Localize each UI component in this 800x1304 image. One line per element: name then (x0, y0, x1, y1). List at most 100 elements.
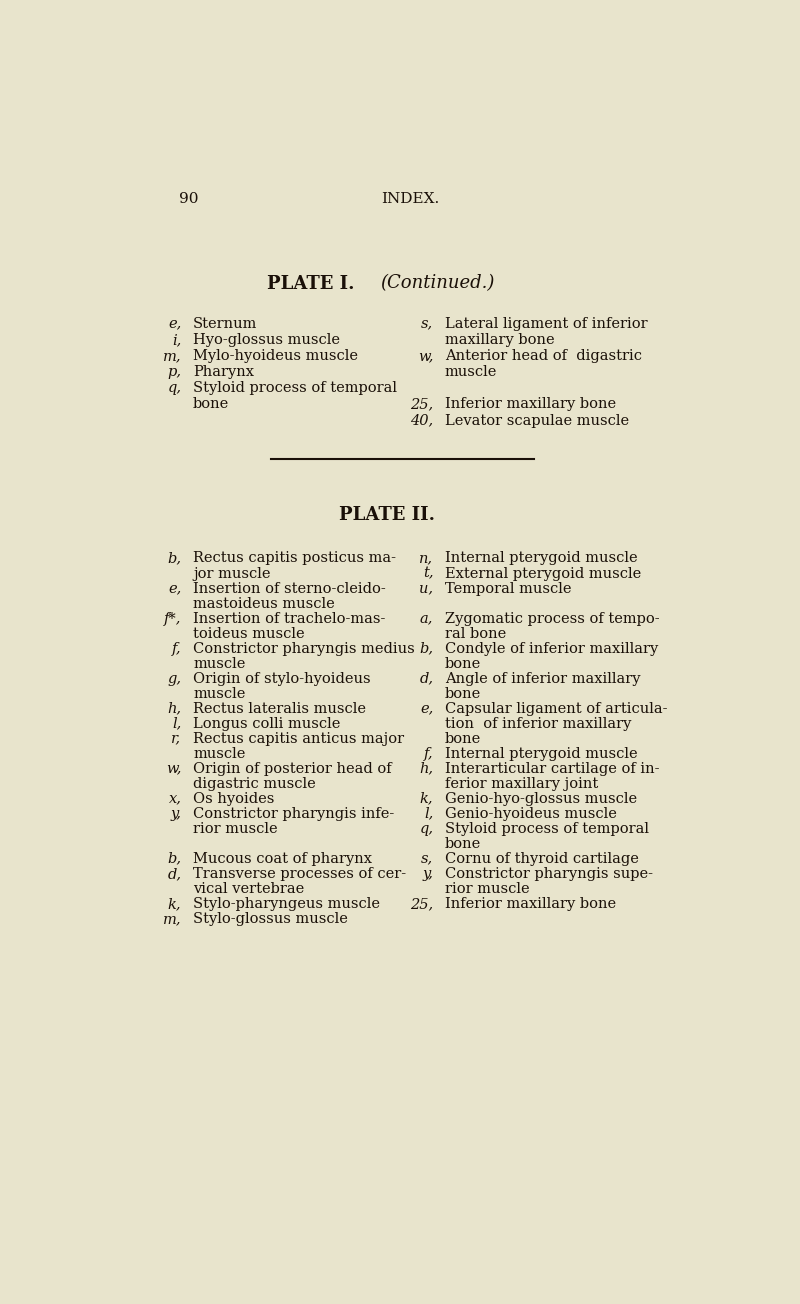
Text: Internal pterygoid muscle: Internal pterygoid muscle (445, 747, 638, 760)
Text: bone: bone (193, 398, 230, 412)
Text: digastric muscle: digastric muscle (193, 777, 316, 790)
Text: Internal pterygoid muscle: Internal pterygoid muscle (445, 552, 638, 566)
Text: w,: w, (418, 349, 434, 363)
Text: y,: y, (422, 867, 434, 880)
Text: g,: g, (167, 672, 182, 686)
Text: Rectus lateralis muscle: Rectus lateralis muscle (193, 702, 366, 716)
Text: Hyo-glossus muscle: Hyo-glossus muscle (193, 333, 340, 347)
Text: 40,: 40, (410, 413, 434, 428)
Text: Constrictor pharyngis medius: Constrictor pharyngis medius (193, 642, 414, 656)
Text: q,: q, (419, 822, 434, 836)
Text: bone: bone (445, 732, 481, 746)
Text: ral bone: ral bone (445, 626, 506, 640)
Text: b,: b, (167, 852, 182, 866)
Text: d,: d, (419, 672, 434, 686)
Text: Cornu of thyroid cartilage: Cornu of thyroid cartilage (445, 852, 638, 866)
Text: Inferior maxillary bone: Inferior maxillary bone (445, 897, 616, 910)
Text: f*,: f*, (164, 612, 182, 626)
Text: Origin of stylo-hyoideus: Origin of stylo-hyoideus (193, 672, 370, 686)
Text: Insertion of sterno-cleido-: Insertion of sterno-cleido- (193, 582, 386, 596)
Text: Genio-hyo-glossus muscle: Genio-hyo-glossus muscle (445, 792, 637, 806)
Text: INDEX.: INDEX. (381, 192, 439, 206)
Text: PLATE I.: PLATE I. (267, 275, 354, 292)
Text: Mylo-hyoideus muscle: Mylo-hyoideus muscle (193, 349, 358, 363)
Text: jor muscle: jor muscle (193, 566, 270, 580)
Text: 25,: 25, (410, 398, 434, 412)
Text: Styloid process of temporal: Styloid process of temporal (193, 381, 397, 395)
Text: e,: e, (168, 582, 182, 596)
Text: (Continued.): (Continued.) (380, 275, 494, 292)
Text: 90: 90 (179, 192, 199, 206)
Text: bone: bone (445, 837, 481, 850)
Text: h,: h, (419, 762, 434, 776)
Text: toideus muscle: toideus muscle (193, 626, 305, 640)
Text: Longus colli muscle: Longus colli muscle (193, 717, 340, 730)
Text: w,: w, (166, 762, 182, 776)
Text: Stylo-pharyngeus muscle: Stylo-pharyngeus muscle (193, 897, 380, 910)
Text: m,: m, (163, 349, 182, 363)
Text: Mucous coat of pharynx: Mucous coat of pharynx (193, 852, 372, 866)
Text: u,: u, (419, 582, 434, 596)
Text: Lateral ligament of inferio​r: Lateral ligament of inferio​r (445, 317, 647, 331)
Text: Anterior head of  digastric: Anterior head of digastric (445, 349, 642, 363)
Text: Rectus capitis anticus major: Rectus capitis anticus major (193, 732, 404, 746)
Text: bone: bone (445, 687, 481, 700)
Text: Angle of inferior maxillary: Angle of inferior maxillary (445, 672, 640, 686)
Text: a,: a, (420, 612, 434, 626)
Text: muscle: muscle (193, 657, 246, 670)
Text: Temporal muscle: Temporal muscle (445, 582, 571, 596)
Text: Os hyoides: Os hyoides (193, 792, 274, 806)
Text: maxillary bone: maxillary bone (445, 333, 554, 347)
Text: tion  of inferior maxillary: tion of inferior maxillary (445, 717, 631, 730)
Text: Rectus capitis posticus ma-: Rectus capitis posticus ma- (193, 552, 396, 566)
Text: rior muscle: rior muscle (445, 882, 530, 896)
Text: Zygomatic process of tempo-: Zygomatic process of tempo- (445, 612, 659, 626)
Text: f,: f, (424, 747, 434, 760)
Text: m,: m, (163, 911, 182, 926)
Text: s,: s, (421, 852, 434, 866)
Text: p,: p, (167, 365, 182, 379)
Text: Styloid process of temporal: Styloid process of temporal (445, 822, 649, 836)
Text: vical vertebrae: vical vertebrae (193, 882, 304, 896)
Text: PLATE II.: PLATE II. (338, 506, 434, 523)
Text: bone: bone (445, 657, 481, 670)
Text: Inferior maxillary bone: Inferior maxillary bone (445, 398, 616, 412)
Text: t,: t, (422, 566, 434, 580)
Text: muscle: muscle (193, 747, 246, 760)
Text: q,: q, (167, 381, 182, 395)
Text: muscle: muscle (445, 365, 498, 379)
Text: i,: i, (172, 333, 182, 347)
Text: l,: l, (172, 717, 182, 730)
Text: ferior maxillary joint: ferior maxillary joint (445, 777, 598, 790)
Text: Pharynx: Pharynx (193, 365, 254, 379)
Text: s,: s, (421, 317, 434, 331)
Text: Constrictor pharyngis supe-: Constrictor pharyngis supe- (445, 867, 653, 880)
Text: k,: k, (420, 792, 434, 806)
Text: e,: e, (168, 317, 182, 331)
Text: r,: r, (171, 732, 182, 746)
Text: Origin of posterior head of: Origin of posterior head of (193, 762, 392, 776)
Text: d,: d, (167, 867, 182, 880)
Text: x,: x, (169, 792, 182, 806)
Text: Condyle of inferior maxillary: Condyle of inferior maxillary (445, 642, 658, 656)
Text: Stylo-glossus muscle: Stylo-glossus muscle (193, 911, 348, 926)
Text: b,: b, (419, 642, 434, 656)
Text: External pterygoid muscle: External pterygoid muscle (445, 566, 641, 580)
Text: h,: h, (167, 702, 182, 716)
Text: Sternum: Sternum (193, 317, 258, 331)
Text: Levator scapulae muscle: Levator scapulae muscle (445, 413, 629, 428)
Text: e,: e, (420, 702, 434, 716)
Text: Interarticular cartilage of in-: Interarticular cartilage of in- (445, 762, 659, 776)
Text: Genio-hyoideus muscle: Genio-hyoideus muscle (445, 807, 617, 820)
Text: Constrictor pharyngis infe-: Constrictor pharyngis infe- (193, 807, 394, 820)
Text: y,: y, (170, 807, 182, 820)
Text: b,: b, (167, 552, 182, 566)
Text: Transverse processes of cer-: Transverse processes of cer- (193, 867, 406, 880)
Text: mastoideus muscle: mastoideus muscle (193, 596, 334, 610)
Text: Insertion of trachelo-mas-: Insertion of trachelo-mas- (193, 612, 386, 626)
Text: k,: k, (168, 897, 182, 910)
Text: n,: n, (419, 552, 434, 566)
Text: muscle: muscle (193, 687, 246, 700)
Text: f,: f, (172, 642, 182, 656)
Text: l,: l, (424, 807, 434, 820)
